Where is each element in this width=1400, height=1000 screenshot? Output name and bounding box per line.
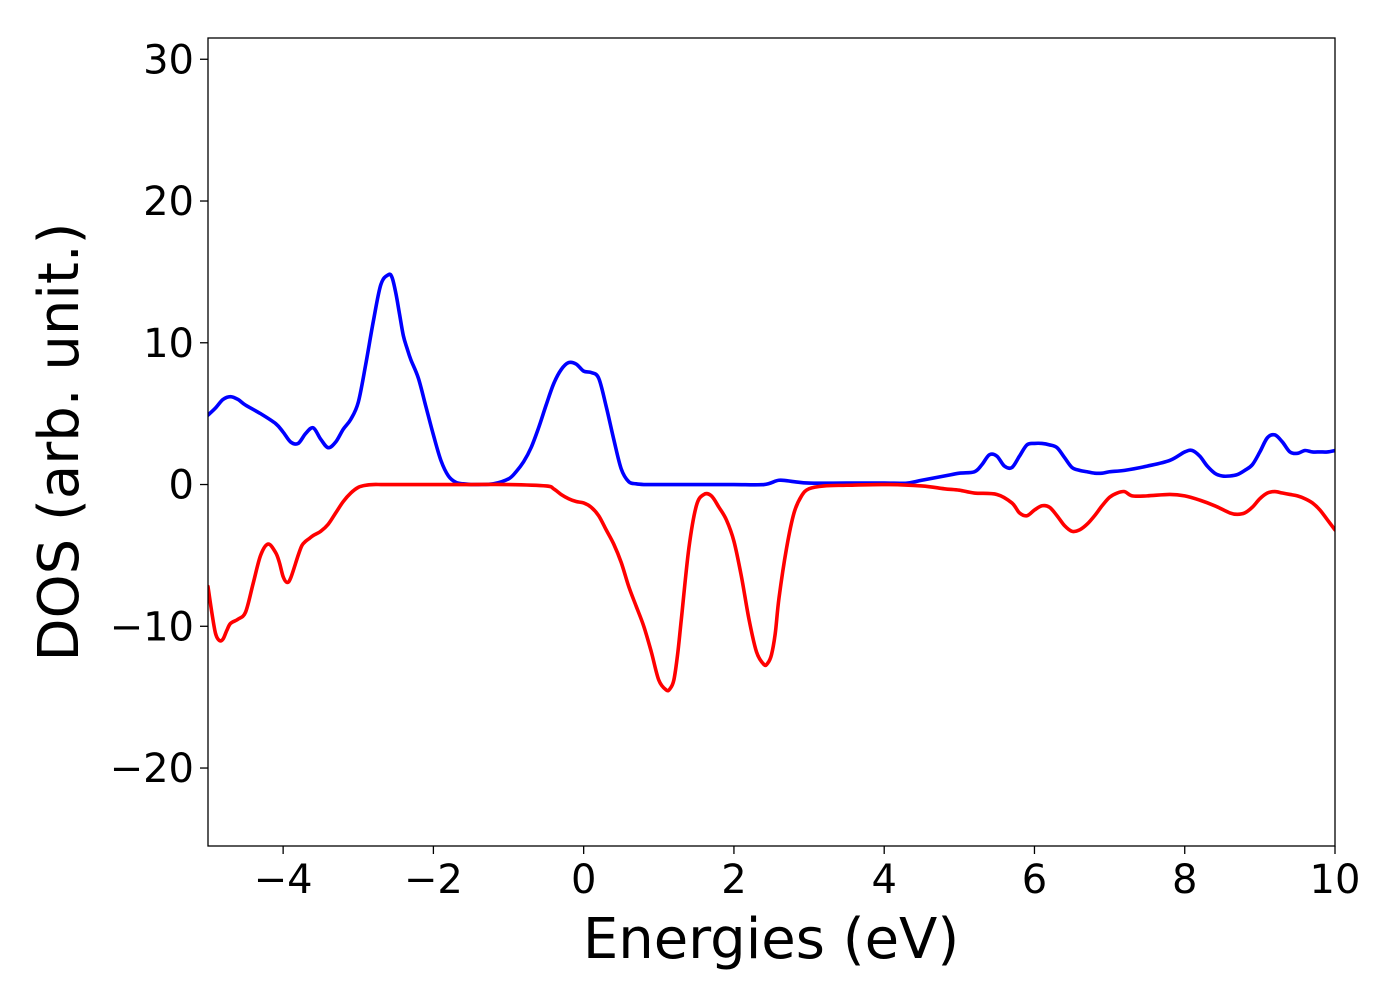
x-tick-label: −4 [254, 857, 313, 903]
dos-line-red [208, 482, 1335, 693]
plot-frame [207, 37, 1336, 847]
y-tick-label: 20 [143, 179, 194, 225]
y-axis: −20 −10 0 10 20 30 [110, 37, 208, 792]
x-tick-label: 10 [1310, 857, 1361, 903]
x-tick-label: 6 [1022, 857, 1047, 903]
y-tick-label: 30 [143, 37, 194, 83]
x-tick-label: 8 [1172, 857, 1197, 903]
y-axis-title: DOS (arb. unit.) [27, 222, 92, 661]
x-tick-label: −2 [404, 857, 463, 903]
series-layer [208, 272, 1335, 693]
y-tick-label: 10 [143, 321, 194, 367]
dos-line-blue [208, 272, 1335, 487]
x-tick-label: 0 [571, 857, 596, 903]
y-tick-label: −20 [110, 746, 194, 792]
y-tick-label: −10 [110, 604, 194, 650]
x-axis: −4 −2 0 2 4 6 8 10 [254, 846, 1361, 903]
x-axis-title: Energies (eV) [583, 907, 959, 972]
x-tick-label: 2 [721, 857, 746, 903]
x-tick-label: 4 [871, 857, 896, 903]
y-tick-label: 0 [169, 463, 194, 509]
